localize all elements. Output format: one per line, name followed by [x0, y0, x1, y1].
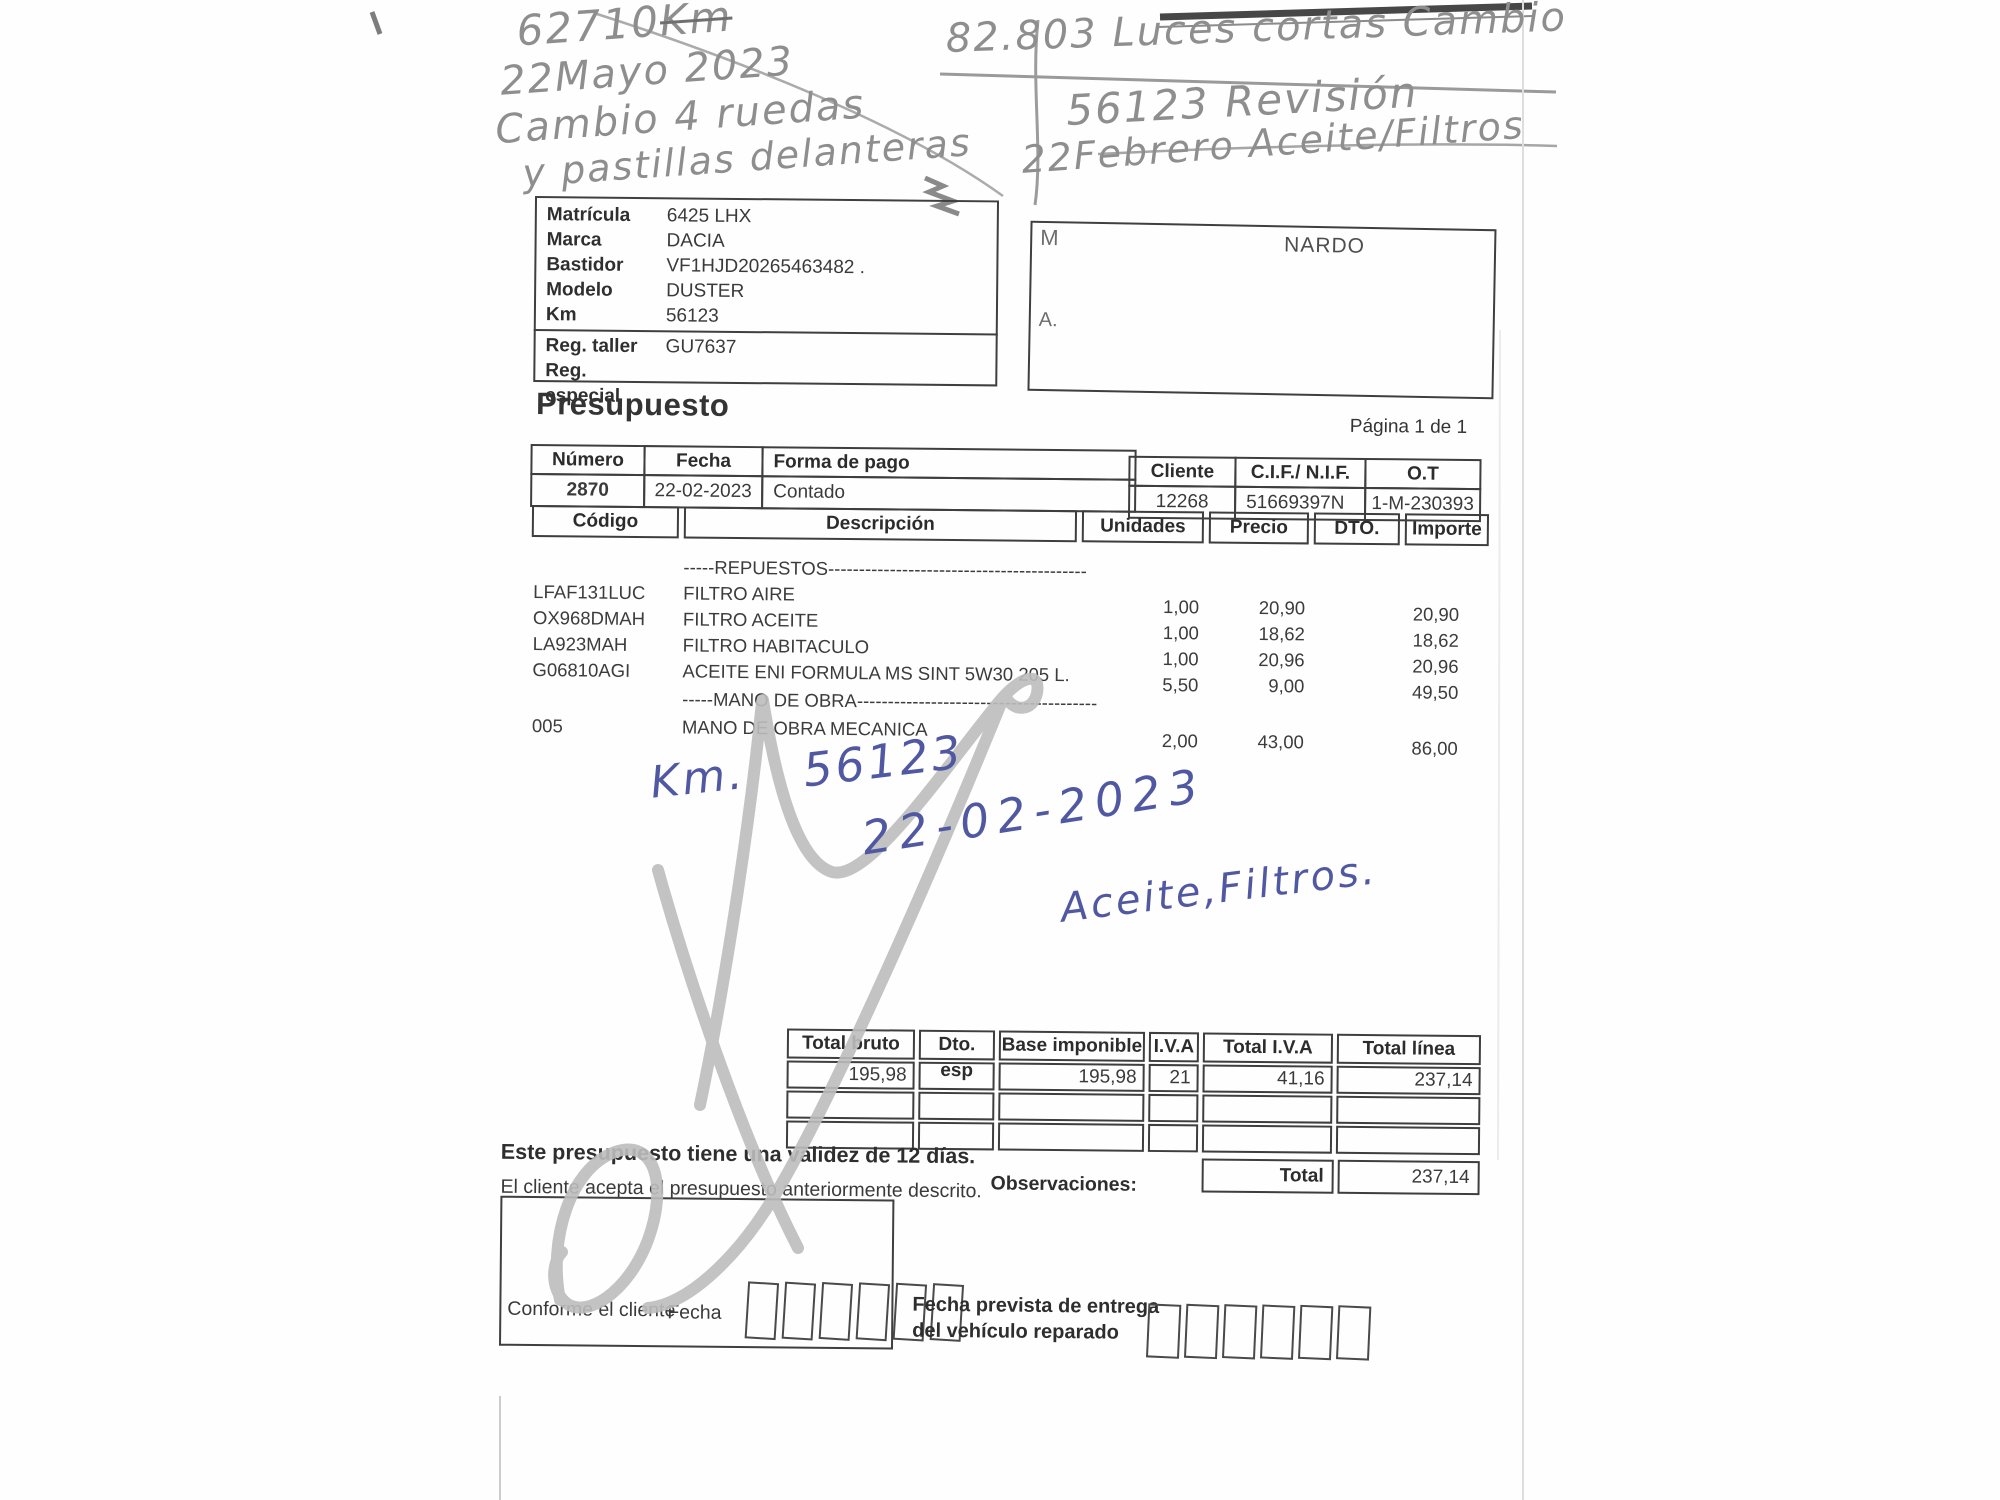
blue-note-km-label: Km.	[648, 748, 748, 809]
